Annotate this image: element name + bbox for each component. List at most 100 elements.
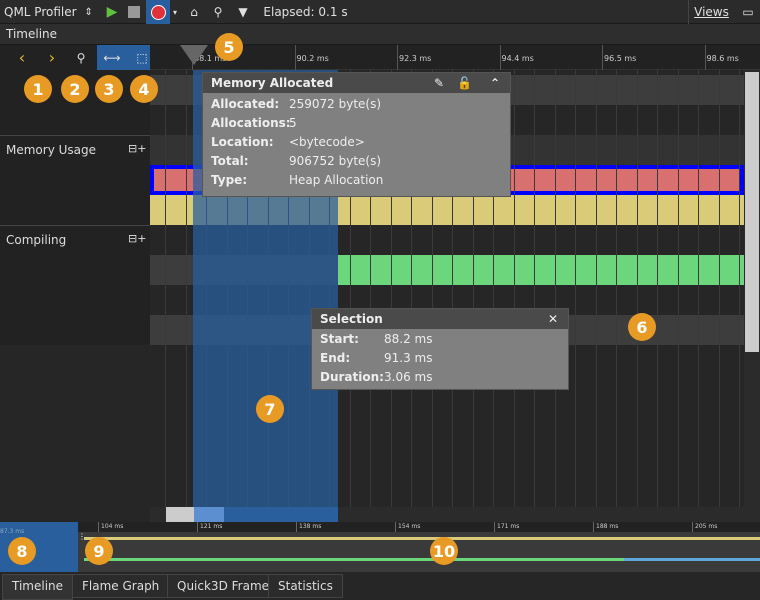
time-ruler: 88.1 ms 90.2 ms 92.3 ms 94.4 ms 96.5 ms 98.6 … <box>150 45 760 70</box>
popup-value: <bytecode> <box>289 135 365 149</box>
popup-row: Allocations: 5 <box>203 114 510 133</box>
compile-bar[interactable] <box>338 255 744 285</box>
selection-popup-title: Selection <box>320 312 383 326</box>
start-icon[interactable]: ▶ <box>106 4 118 20</box>
profiler-select[interactable]: QML Profiler ⇕ <box>4 0 96 24</box>
popup-row: Start: 88.2 ms <box>312 330 568 349</box>
memory-popup: Memory Allocated ✎ 🔓 ⌃ Allocated: 259072 … <box>202 72 511 197</box>
popup-row: Allocated: 259072 byte(s) <box>203 95 510 114</box>
record-dropdown-icon[interactable]: ▾ <box>172 7 177 17</box>
overview-tick: 138 ms <box>296 522 321 532</box>
callout-badge: 2 <box>61 75 89 103</box>
close-icon[interactable]: ✕ <box>547 312 558 326</box>
record-button[interactable] <box>146 0 170 24</box>
timeline-nav: ‹ › ⚲ ⟷ ⬚ <box>0 45 157 70</box>
popup-row: Total: 906752 byte(s) <box>203 152 510 171</box>
ruler-tick: 98.6 ms <box>704 45 739 70</box>
gridline <box>636 70 638 507</box>
edit-note-icon[interactable]: ✎ <box>433 76 444 90</box>
expand-memory-icon[interactable]: ⊟+ <box>128 142 147 155</box>
gridline <box>493 70 494 507</box>
prev-event-icon[interactable]: ‹ <box>18 48 26 67</box>
gridline <box>595 70 597 507</box>
popup-key: Allocated: <box>211 97 280 111</box>
updown-icon: ⇕ <box>84 6 93 18</box>
overview-tick: 104 ms <box>98 522 123 532</box>
popup-key: Total: <box>211 154 249 168</box>
overview-tick: 121 ms <box>197 522 222 532</box>
overview-drag-handle[interactable]: ⋮ <box>78 532 86 541</box>
callout-badge: 3 <box>95 75 123 103</box>
bottom-tabs: Timeline Flame Graph Quick3D Frame Statisti… <box>0 572 760 600</box>
views-button[interactable]: Views <box>688 0 734 24</box>
overview[interactable]: 104 ms 121 ms 138 ms 154 ms 171 ms 188 ms 205 … <box>0 522 760 572</box>
gridline <box>349 70 351 507</box>
popup-key: Duration: <box>320 370 384 384</box>
gridline <box>698 70 699 507</box>
tab-statistics[interactable]: Statistics <box>268 574 343 598</box>
overview-tick: 188 ms <box>593 522 618 532</box>
gridline <box>616 70 617 507</box>
search-icon[interactable]: ⚲ <box>213 5 223 19</box>
popup-value: 906752 byte(s) <box>289 154 382 168</box>
ruler-tick: 90.2 ms <box>294 45 329 70</box>
gridline <box>411 70 412 507</box>
gridline <box>472 70 474 507</box>
overview-tick: 171 ms <box>494 522 519 532</box>
popup-row: Location: <bytecode> <box>203 133 510 152</box>
gridline <box>165 70 166 507</box>
tab-quick3d-frame[interactable]: Quick3D Frame <box>167 574 280 598</box>
track-label-memory: Memory Usage <box>6 143 97 157</box>
gridline <box>452 70 453 507</box>
collapse-icon[interactable]: ⌃ <box>489 76 500 90</box>
tab-flame-graph[interactable]: Flame Graph <box>72 574 170 598</box>
ruler-tick: 92.3 ms <box>397 45 431 70</box>
gridline <box>575 70 576 507</box>
callout-badge: 9 <box>85 537 113 565</box>
popup-key: Start: <box>320 332 359 346</box>
overview-tick: 154 ms <box>395 522 420 532</box>
popup-value: 259072 byte(s) <box>289 97 382 111</box>
range-select-icon[interactable]: ⟷ <box>103 50 121 65</box>
gridline <box>739 70 740 507</box>
selection-mode-icon[interactable]: ⬚ <box>136 50 148 65</box>
vertical-scrollbar[interactable] <box>744 70 760 507</box>
range-buttons: ⟷ ⬚ <box>97 45 157 70</box>
popup-value: Heap Allocation <box>289 173 384 187</box>
close-panel-icon[interactable]: ▭ <box>742 5 754 19</box>
popup-row: Duration: 3.06 ms <box>312 368 568 387</box>
filter-icon[interactable]: ▼ <box>238 5 248 19</box>
callout-badge: 7 <box>256 395 284 423</box>
popup-row: End: 91.3 ms <box>312 349 568 368</box>
unlock-icon[interactable]: 🔓 <box>457 76 472 90</box>
profiler-select-label: QML Profiler <box>4 5 77 19</box>
callout-badge: 5 <box>215 33 243 61</box>
record-icon <box>150 4 166 20</box>
tab-timeline[interactable]: Timeline <box>2 574 74 600</box>
gridline <box>657 70 658 507</box>
popup-key: Type: <box>211 173 248 187</box>
popup-key: End: <box>320 351 351 365</box>
callout-badge: 1 <box>24 75 52 103</box>
selection-popup: Selection ✕ Start: 88.2 ms End: 91.3 ms Dura… <box>311 308 569 390</box>
memory-popup-title: Memory Allocated <box>211 76 334 90</box>
elapsed-value: 0.1 s <box>318 5 348 19</box>
popup-value: 88.2 ms <box>384 332 433 346</box>
popup-row: Type: Heap Allocation <box>203 171 510 190</box>
callout-badge: 10 <box>430 537 458 565</box>
popup-key: Location: <box>211 135 274 149</box>
gridline <box>390 70 392 507</box>
zoom-icon[interactable]: ⚲ <box>76 50 86 65</box>
expand-compiling-icon[interactable]: ⊟+ <box>128 232 147 245</box>
ruler-tick: 96.5 ms <box>602 45 636 70</box>
elapsed-label: Elapsed: <box>263 5 315 19</box>
clear-icon[interactable]: ⌂ <box>190 5 198 19</box>
gridline <box>534 70 535 507</box>
gridline <box>513 70 515 507</box>
overview-tick: 205 ms <box>692 522 717 532</box>
next-event-icon[interactable]: › <box>48 48 56 67</box>
gridline <box>718 70 720 507</box>
panel-title: Timeline <box>0 24 760 45</box>
horizontal-scrollbar[interactable] <box>150 507 760 522</box>
stop-button[interactable] <box>124 0 144 24</box>
